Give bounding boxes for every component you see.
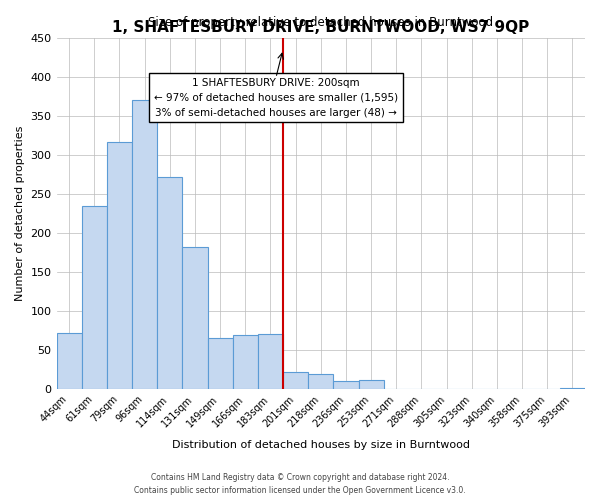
- Text: 1 SHAFTESBURY DRIVE: 200sqm
← 97% of detached houses are smaller (1,595)
3% of s: 1 SHAFTESBURY DRIVE: 200sqm ← 97% of det…: [154, 78, 398, 118]
- Bar: [233, 335, 258, 389]
- Bar: [560, 388, 585, 389]
- Text: Size of property relative to detached houses in Burntwood: Size of property relative to detached ho…: [148, 16, 493, 29]
- Bar: [157, 176, 182, 389]
- Bar: [283, 372, 308, 389]
- Bar: [334, 380, 359, 389]
- Title: 1, SHAFTESBURY DRIVE, BURNTWOOD, WS7 9QP: 1, SHAFTESBURY DRIVE, BURNTWOOD, WS7 9QP: [112, 20, 529, 35]
- Text: Contains HM Land Registry data © Crown copyright and database right 2024.
Contai: Contains HM Land Registry data © Crown c…: [134, 474, 466, 495]
- Bar: [208, 338, 233, 389]
- Bar: [308, 374, 334, 389]
- X-axis label: Distribution of detached houses by size in Burntwood: Distribution of detached houses by size …: [172, 440, 470, 450]
- Bar: [82, 206, 107, 389]
- Bar: [107, 142, 132, 389]
- Bar: [182, 247, 208, 389]
- Bar: [132, 100, 157, 389]
- Bar: [56, 333, 82, 389]
- Y-axis label: Number of detached properties: Number of detached properties: [15, 126, 25, 301]
- Bar: [359, 380, 383, 389]
- Bar: [258, 334, 283, 389]
